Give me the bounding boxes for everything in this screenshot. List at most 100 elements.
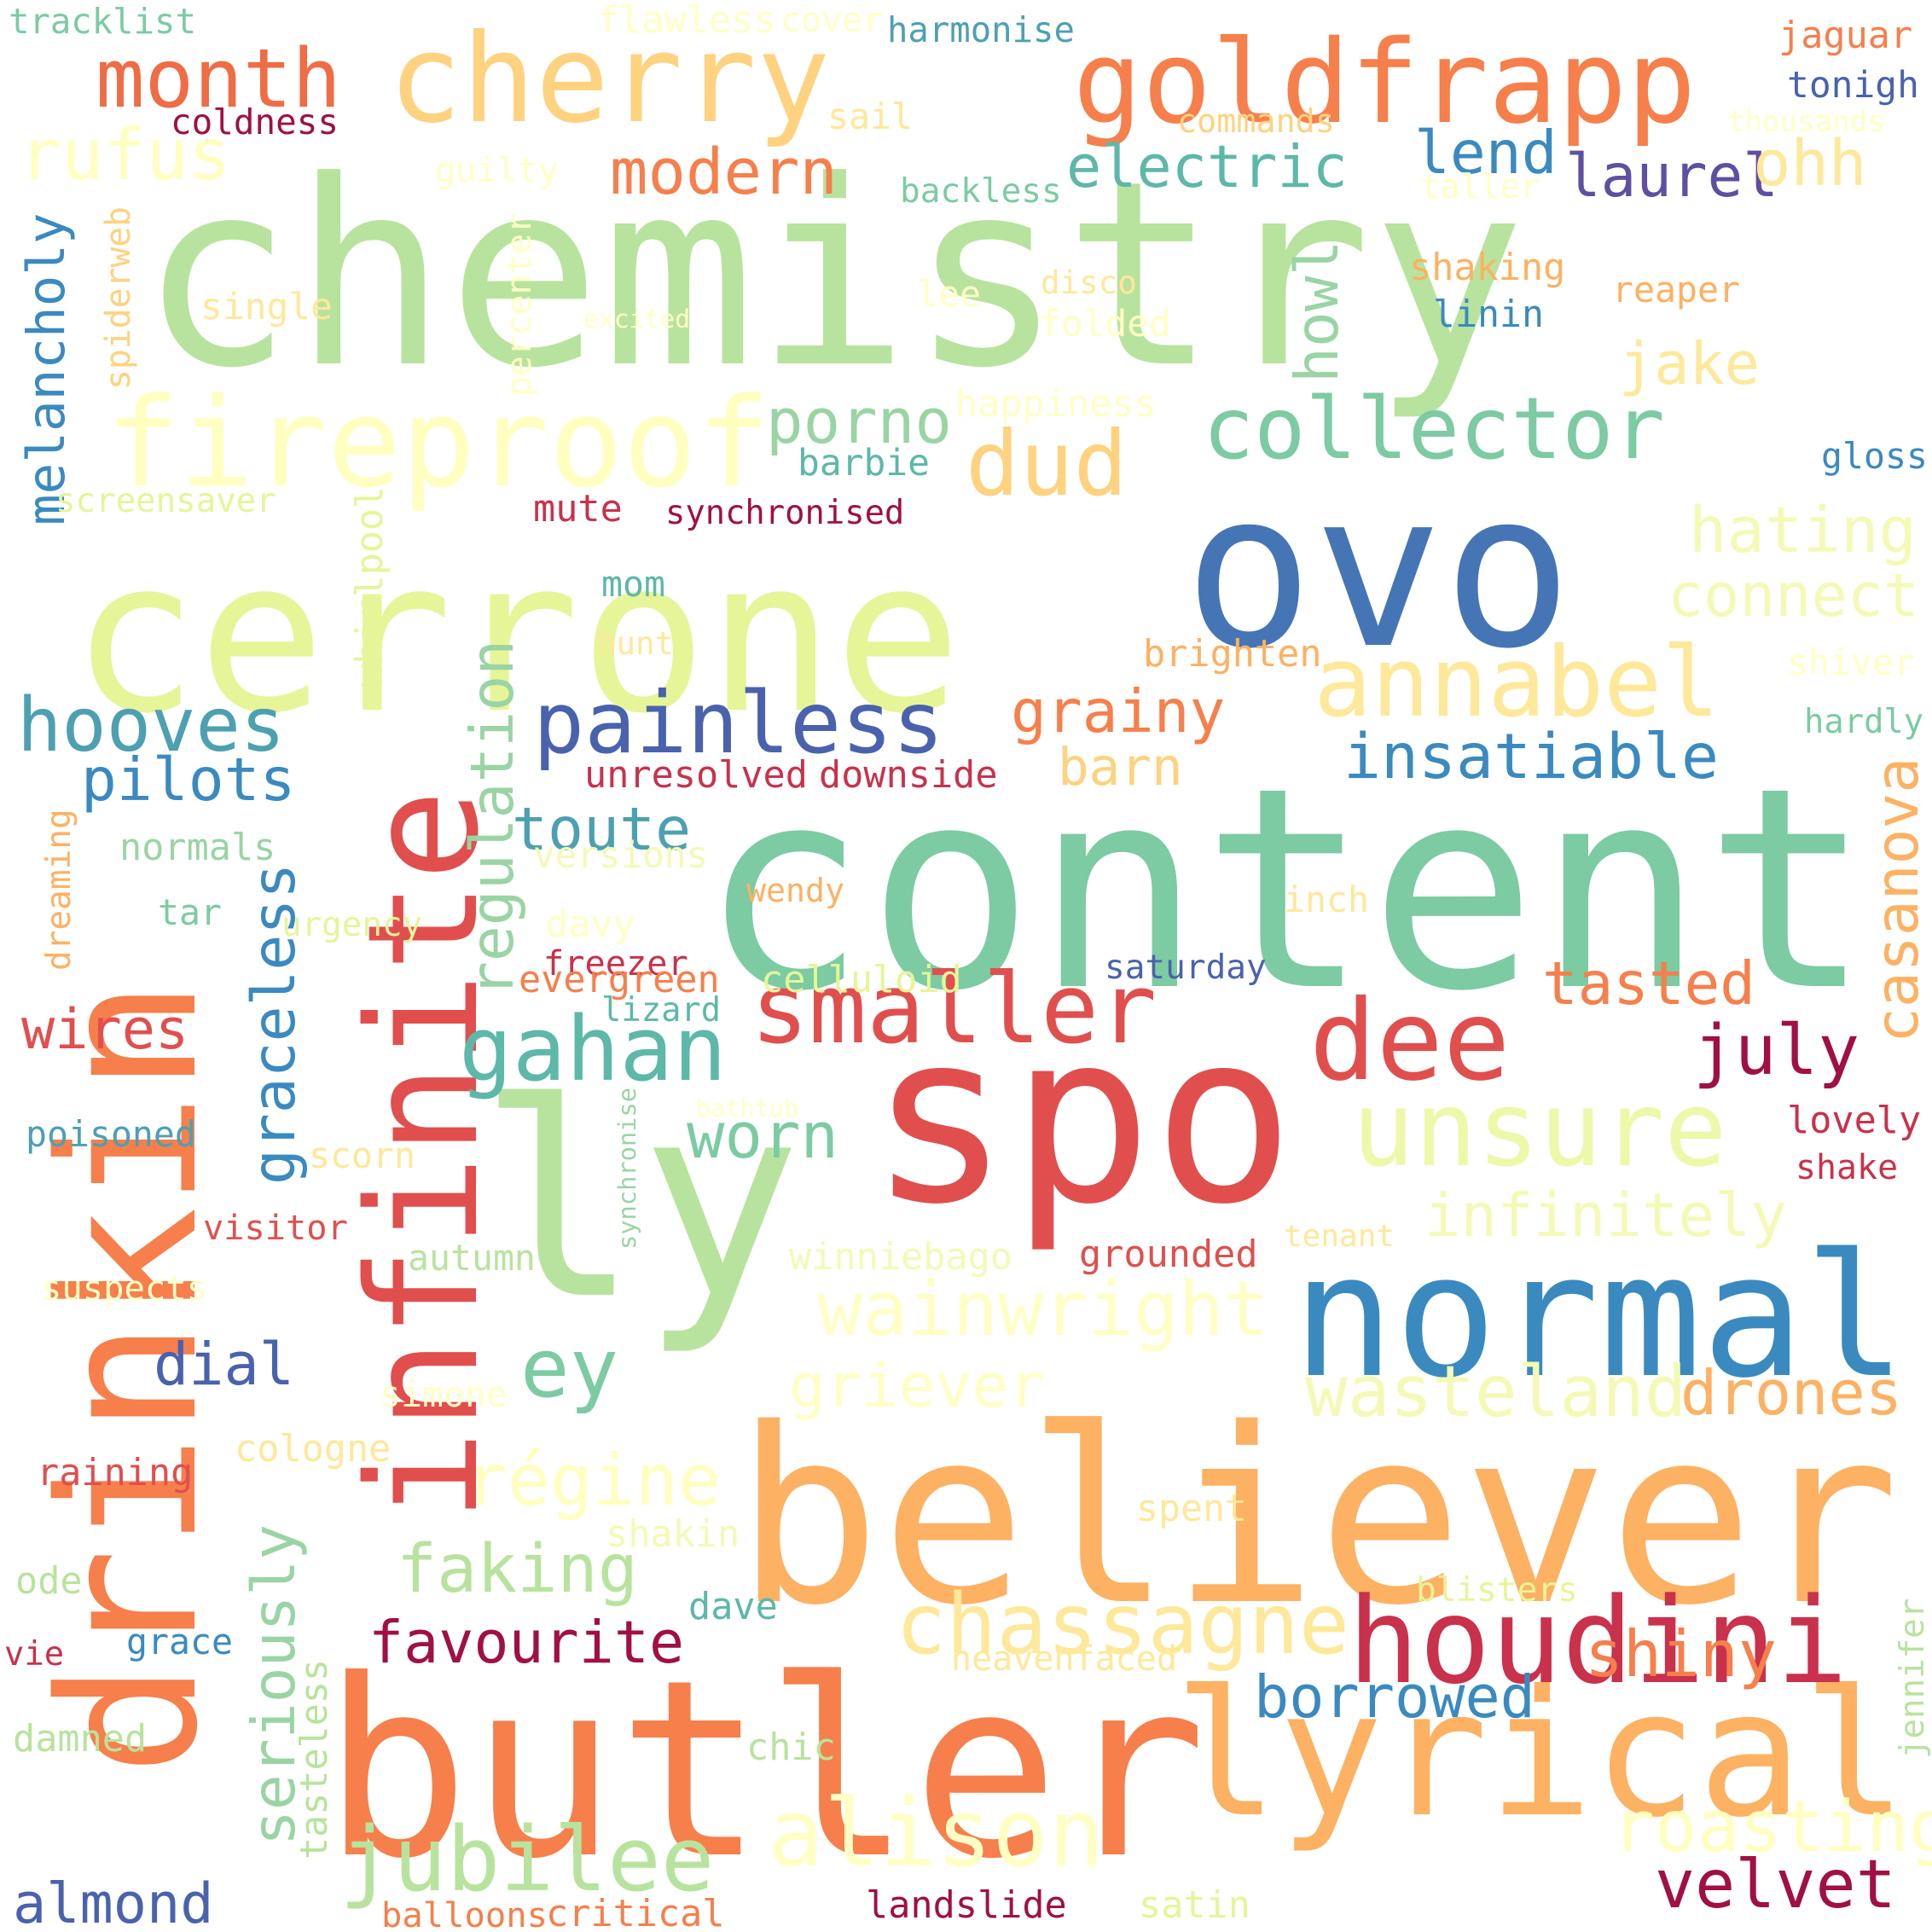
word: favourite [368, 1610, 685, 1678]
word: cherry [388, 7, 831, 150]
word: shiver [1787, 641, 1915, 684]
word: inch [1284, 879, 1369, 921]
word: reaper [1612, 269, 1740, 311]
word: painless [533, 672, 944, 773]
word: single [200, 285, 333, 328]
word: lyrical [1174, 1653, 1908, 1856]
word: tar [158, 891, 222, 934]
word: lovely [1787, 1099, 1922, 1143]
word: porno [766, 386, 952, 458]
word: laurel [1565, 142, 1778, 211]
word: casanova [1863, 757, 1932, 1043]
word: vie [4, 1634, 65, 1674]
word: freezer [543, 943, 688, 983]
word: ovo [1184, 445, 1573, 696]
word: davy [546, 903, 635, 947]
word: spiderweb [99, 206, 139, 390]
word: tasteless [293, 1658, 337, 1859]
word: coldness [171, 101, 339, 142]
word: chassagne [896, 1575, 1350, 1674]
word: happiness [955, 383, 1157, 426]
word: saturday [1105, 948, 1267, 988]
word: content [699, 727, 1872, 1052]
word: spo [868, 982, 1295, 1257]
word: butler [322, 1627, 1207, 1912]
word: cologne [235, 1428, 392, 1471]
word: cover [780, 1, 884, 41]
word: gloss [1821, 435, 1928, 478]
word: shiny [1585, 1616, 1777, 1691]
word: barbie [798, 441, 930, 484]
word: backless [900, 171, 1062, 212]
word: collector [1203, 378, 1665, 479]
word: linin [1433, 293, 1545, 337]
word: normals [119, 827, 276, 870]
word: dave [688, 1586, 778, 1629]
word: brighten [1143, 633, 1322, 676]
word: autumn [408, 1237, 536, 1279]
word: wires [21, 996, 189, 1062]
word: whirlpool [349, 485, 392, 687]
word: dee [1309, 975, 1511, 1105]
word: jaguar [1778, 15, 1913, 58]
word: dial [154, 1330, 294, 1399]
word: blisters [1416, 1570, 1578, 1610]
word: insatiable [1343, 721, 1720, 793]
word: harmonise [887, 9, 1075, 50]
word: raining [37, 1452, 194, 1495]
word: smaller [751, 952, 1157, 1065]
word: screensaver [55, 481, 276, 520]
word: poisoned [26, 1113, 196, 1156]
word: sail [827, 96, 913, 138]
word: tenant [1284, 1219, 1395, 1254]
word: chemistry [139, 125, 1526, 424]
word: dreaming [39, 809, 79, 971]
word: ode [15, 1560, 83, 1604]
word: tasted [1542, 950, 1755, 1019]
word: almond [13, 1871, 214, 1932]
word: modern [610, 135, 838, 209]
word: mute [533, 488, 623, 531]
word: unsure [1352, 1069, 1727, 1191]
word: chic [746, 1726, 836, 1770]
word: worn [687, 1099, 838, 1173]
word: howl [1283, 240, 1353, 383]
word: melancholy [15, 212, 77, 525]
word: percenter [500, 212, 540, 397]
word: winniebago [789, 1236, 1012, 1279]
word: rufus [19, 114, 231, 197]
word: taller [1420, 167, 1540, 206]
word: roasting [1612, 1786, 1932, 1869]
word: disco [1041, 264, 1137, 302]
word: unresolved [584, 754, 808, 798]
word: borrowed [1254, 1662, 1535, 1732]
word: spent [1136, 1488, 1248, 1531]
word: guilty [435, 150, 559, 190]
word: houdini [1348, 1572, 1848, 1711]
word: grainy [1011, 677, 1226, 747]
word: landslide [866, 1884, 1067, 1928]
word: barn [1058, 736, 1183, 798]
word: flawless [597, 0, 776, 43]
word: mom [601, 563, 665, 606]
word: normal [1292, 1218, 1906, 1417]
word: hardly [1804, 702, 1924, 741]
word: jubilee [339, 1807, 715, 1912]
word: excited [583, 305, 691, 335]
word: scorn [309, 1134, 415, 1177]
word: visitor [203, 1207, 348, 1248]
word: grounded [1079, 1233, 1258, 1277]
word: shakin [606, 1513, 740, 1557]
word: downside [819, 754, 998, 798]
word: critical [546, 1893, 725, 1932]
word: gahan [459, 996, 727, 1101]
word: lizard [601, 990, 722, 1030]
word: drones [1680, 1356, 1903, 1429]
word: ey [520, 1320, 619, 1417]
word: grace [126, 1621, 233, 1663]
word: faking [397, 1529, 638, 1608]
word: commands [1177, 102, 1335, 141]
word: month [96, 31, 342, 127]
word: dud [966, 411, 1128, 517]
word: bathtub [696, 1094, 799, 1123]
